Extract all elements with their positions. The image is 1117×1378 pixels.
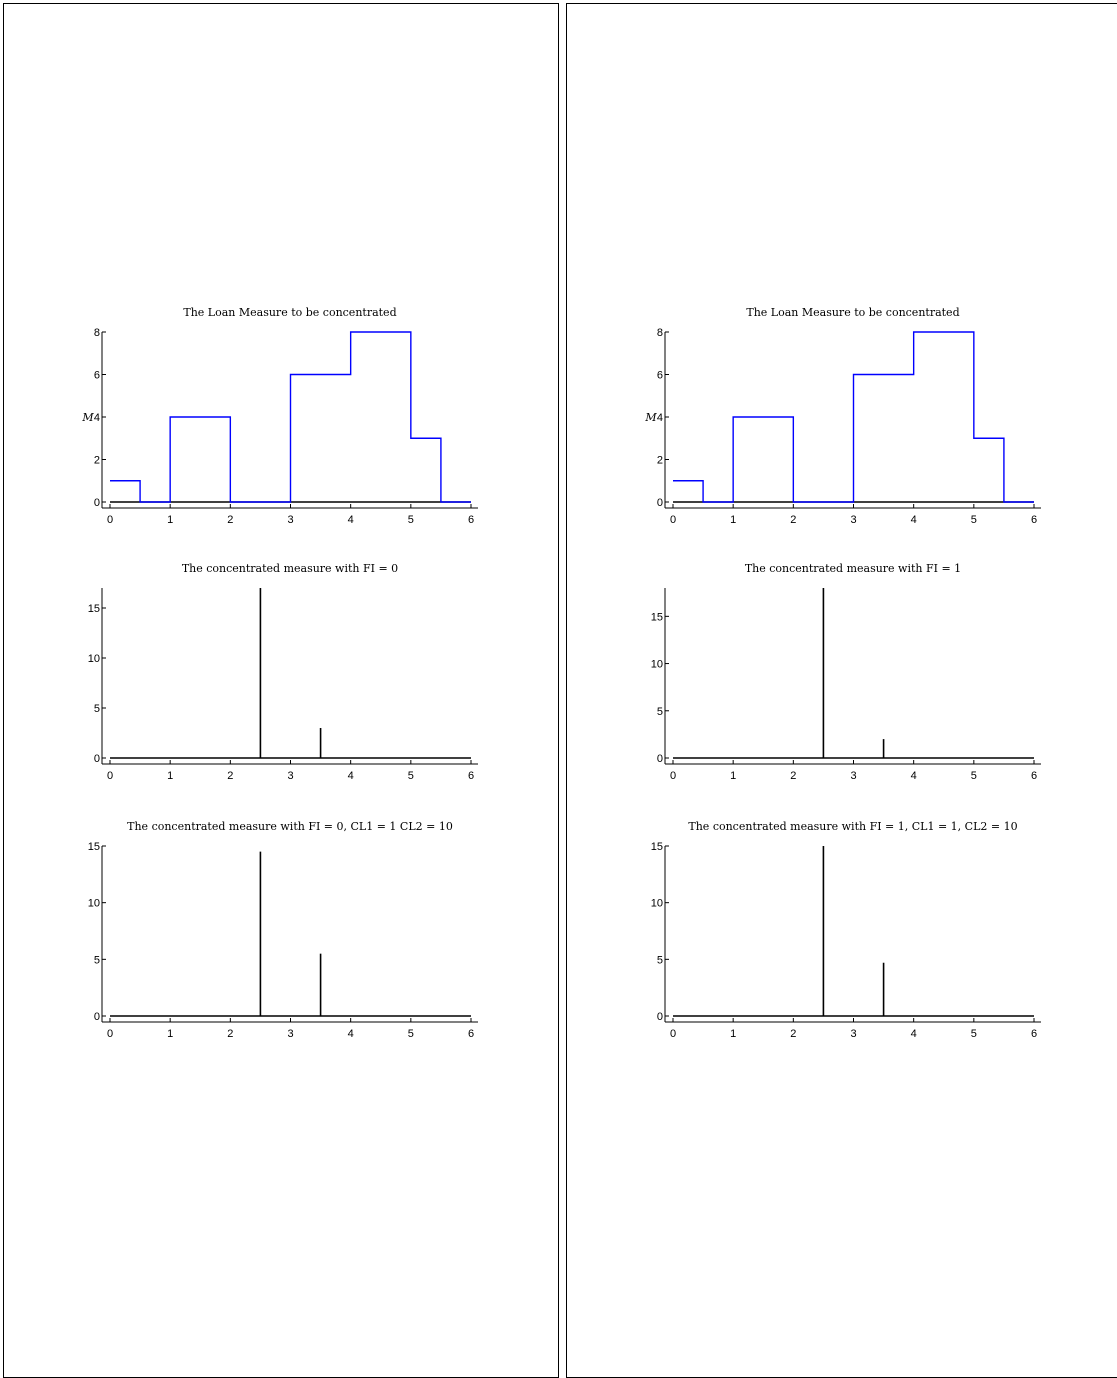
x-tick-label: 5 [408,514,414,526]
x-tick-label: 5 [971,514,977,526]
y-tick-label: 2 [94,455,100,467]
chart-1-1: The concentrated measure with FI = 1 0 1 2 3… [651,562,1041,782]
x-tick-label: 4 [911,770,917,782]
x-tick-label: 2 [790,770,796,782]
y-axis-label: M [644,411,657,424]
x-tick-label: 0 [107,770,113,782]
x-tick-label: 3 [287,1028,293,1040]
x-tick-label: 3 [850,1028,856,1040]
x-tick-label: 4 [911,1028,917,1040]
series-line [673,332,1034,502]
y-tick-label: 4 [657,412,663,424]
y-tick-label: 0 [657,753,663,765]
x-tick-label: 6 [468,770,474,782]
x-tick-label: 2 [790,1028,796,1040]
y-tick-label: 5 [94,954,100,966]
x-tick-label: 0 [107,514,113,526]
x-tick-label: 5 [408,1028,414,1040]
y-tick-label: 10 [651,898,663,910]
y-tick-label: 2 [657,455,663,467]
x-tick-label: 2 [227,770,233,782]
x-tick-label: 2 [227,1028,233,1040]
y-tick-label: 5 [657,706,663,718]
x-tick-label: 3 [287,770,293,782]
y-tick-label: 0 [657,1011,663,1023]
x-tick-label: 1 [730,1028,736,1040]
y-tick-label: 10 [651,659,663,671]
y-tick-label: 15 [651,841,663,853]
x-tick-label: 5 [971,1028,977,1040]
y-tick-label: 0 [657,497,663,509]
y-tick-label: 10 [88,653,100,665]
x-tick-label: 2 [227,514,233,526]
y-tick-label: 15 [651,611,663,623]
x-tick-label: 6 [1031,514,1037,526]
y-tick-label: 10 [88,898,100,910]
x-tick-label: 5 [408,770,414,782]
x-tick-label: 6 [468,514,474,526]
x-tick-label: 4 [911,514,917,526]
y-tick-label: 8 [94,327,100,339]
x-tick-label: 0 [107,1028,113,1040]
y-tick-label: 6 [657,370,663,382]
x-tick-label: 3 [850,514,856,526]
x-tick-label: 5 [971,770,977,782]
x-tick-label: 1 [167,514,173,526]
x-tick-label: 6 [1031,1028,1037,1040]
y-axis-label: M [81,411,94,424]
chart-title: The concentrated measure with FI = 1 [745,562,961,575]
chart-0-2: The concentrated measure with FI = 0, CL… [88,820,478,1040]
chart-title: The concentrated measure with FI = 0 [182,562,398,575]
x-tick-label: 1 [730,514,736,526]
y-tick-label: 0 [94,497,100,509]
y-tick-label: 0 [94,1011,100,1023]
y-tick-label: 6 [94,370,100,382]
y-tick-label: 4 [94,412,100,424]
x-tick-label: 0 [670,1028,676,1040]
y-tick-label: 5 [94,703,100,715]
chart-title: The concentrated measure with FI = 0, CL… [127,820,453,833]
x-tick-label: 0 [670,514,676,526]
x-tick-label: 1 [730,770,736,782]
x-tick-label: 6 [1031,770,1037,782]
y-tick-label: 8 [657,327,663,339]
x-tick-label: 4 [348,514,354,526]
y-tick-label: 15 [88,841,100,853]
chart-0-1: The concentrated measure with FI = 0 0 1 2 3… [88,562,478,782]
x-tick-label: 3 [850,770,856,782]
chart-title: The Loan Measure to be concentrated [183,306,396,319]
chart-title: The concentrated measure with FI = 1, CL… [688,820,1017,833]
x-tick-label: 2 [790,514,796,526]
series-line [110,332,471,502]
x-tick-label: 1 [167,770,173,782]
x-tick-label: 3 [287,514,293,526]
chart-title: The Loan Measure to be concentrated [746,306,959,319]
chart-0-0: The Loan Measure to be concentrated 0 1 2 3 4… [81,306,478,526]
x-tick-label: 0 [670,770,676,782]
chart-1-0: The Loan Measure to be concentrated 0 1 2 3 4… [644,306,1041,526]
x-tick-label: 1 [167,1028,173,1040]
y-tick-label: 15 [88,603,100,615]
x-tick-label: 4 [348,1028,354,1040]
y-tick-label: 0 [94,753,100,765]
chart-1-2: The concentrated measure with FI = 1, CL… [651,820,1041,1040]
x-tick-label: 6 [468,1028,474,1040]
y-tick-label: 5 [657,954,663,966]
x-tick-label: 4 [348,770,354,782]
